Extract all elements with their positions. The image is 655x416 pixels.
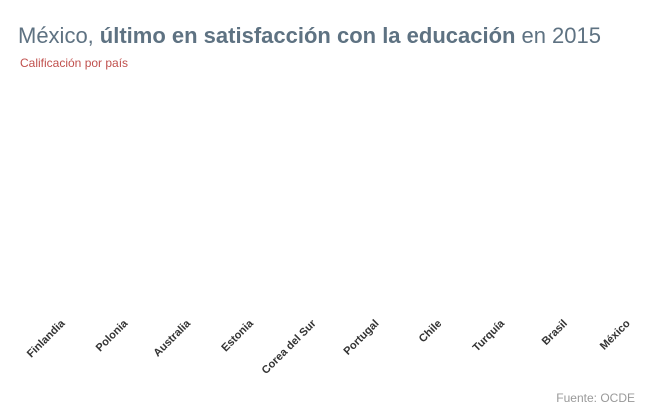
x-tick-label: Australia xyxy=(151,317,193,359)
title-part: en 2015 xyxy=(521,23,601,48)
x-tick-label: Brasil xyxy=(540,318,570,348)
x-tick-label: Estonia xyxy=(219,317,256,354)
x-tick-label: Chile xyxy=(417,318,445,346)
x-tick-label: Turquía xyxy=(471,317,508,354)
title-part: último en satisfacción con la educación xyxy=(100,23,516,48)
x-tick-label: México xyxy=(598,317,633,352)
x-tick-label: Finlandia xyxy=(25,317,68,360)
source: Fuente: OCDE xyxy=(556,391,635,405)
chart-title: México, último en satisfacción con la edu… xyxy=(18,23,601,48)
x-tick-label: Polonia xyxy=(94,317,131,354)
x-tick-label: Corea del Sur xyxy=(260,317,320,377)
chart-subtitle: Calificación por país xyxy=(20,56,128,70)
title-part: México, xyxy=(18,23,94,48)
x-tick-label: Portugal xyxy=(341,318,381,358)
